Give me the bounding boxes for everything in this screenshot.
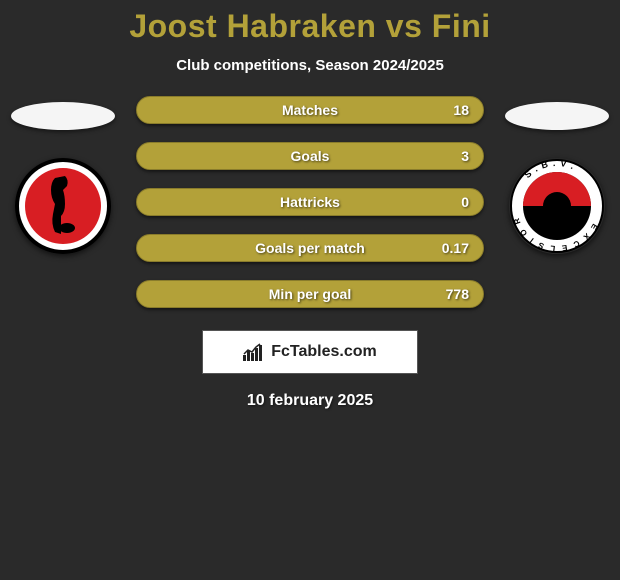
- left-ellipse: [11, 102, 115, 130]
- stat-bar-matches: Matches 18: [136, 96, 484, 124]
- stat-label: Goals: [291, 148, 330, 164]
- left-column: [8, 102, 118, 254]
- brand-box: FcTables.com: [202, 330, 418, 374]
- stat-bar-hattricks: Hattricks 0: [136, 188, 484, 216]
- right-club-badge: S . B . V . E X C E L S I O R: [509, 158, 605, 254]
- stat-value: 0.17: [442, 240, 469, 256]
- left-club-badge: [15, 158, 111, 254]
- stat-label: Min per goal: [269, 286, 351, 302]
- excelsior-badge-icon: S . B . V . E X C E L S I O R: [509, 158, 605, 254]
- right-column: S . B . V . E X C E L S I O R: [502, 102, 612, 254]
- page-title: Joost Habraken vs Fini: [0, 8, 620, 45]
- stat-bar-goals: Goals 3: [136, 142, 484, 170]
- stat-label: Hattricks: [280, 194, 340, 210]
- stat-label: Matches: [282, 102, 338, 118]
- stat-value: 3: [461, 148, 469, 164]
- stat-value: 18: [453, 102, 469, 118]
- stat-value: 0: [461, 194, 469, 210]
- footer-date: 10 february 2025: [0, 392, 620, 410]
- right-ellipse: [505, 102, 609, 130]
- brand-text: FcTables.com: [271, 343, 377, 361]
- helmond-badge-icon: [15, 158, 111, 254]
- stat-label: Goals per match: [255, 240, 365, 256]
- stat-bar-goals-per-match: Goals per match 0.17: [136, 234, 484, 262]
- infographic-container: Joost Habraken vs Fini Club competitions…: [0, 0, 620, 410]
- stat-value: 778: [446, 286, 469, 302]
- stats-column: Matches 18 Goals 3 Hattricks 0 Goals per…: [136, 96, 484, 308]
- bar-chart-icon: [243, 343, 265, 361]
- page-subtitle: Club competitions, Season 2024/2025: [0, 57, 620, 74]
- main-row: Matches 18 Goals 3 Hattricks 0 Goals per…: [0, 102, 620, 308]
- stat-bar-min-per-goal: Min per goal 778: [136, 280, 484, 308]
